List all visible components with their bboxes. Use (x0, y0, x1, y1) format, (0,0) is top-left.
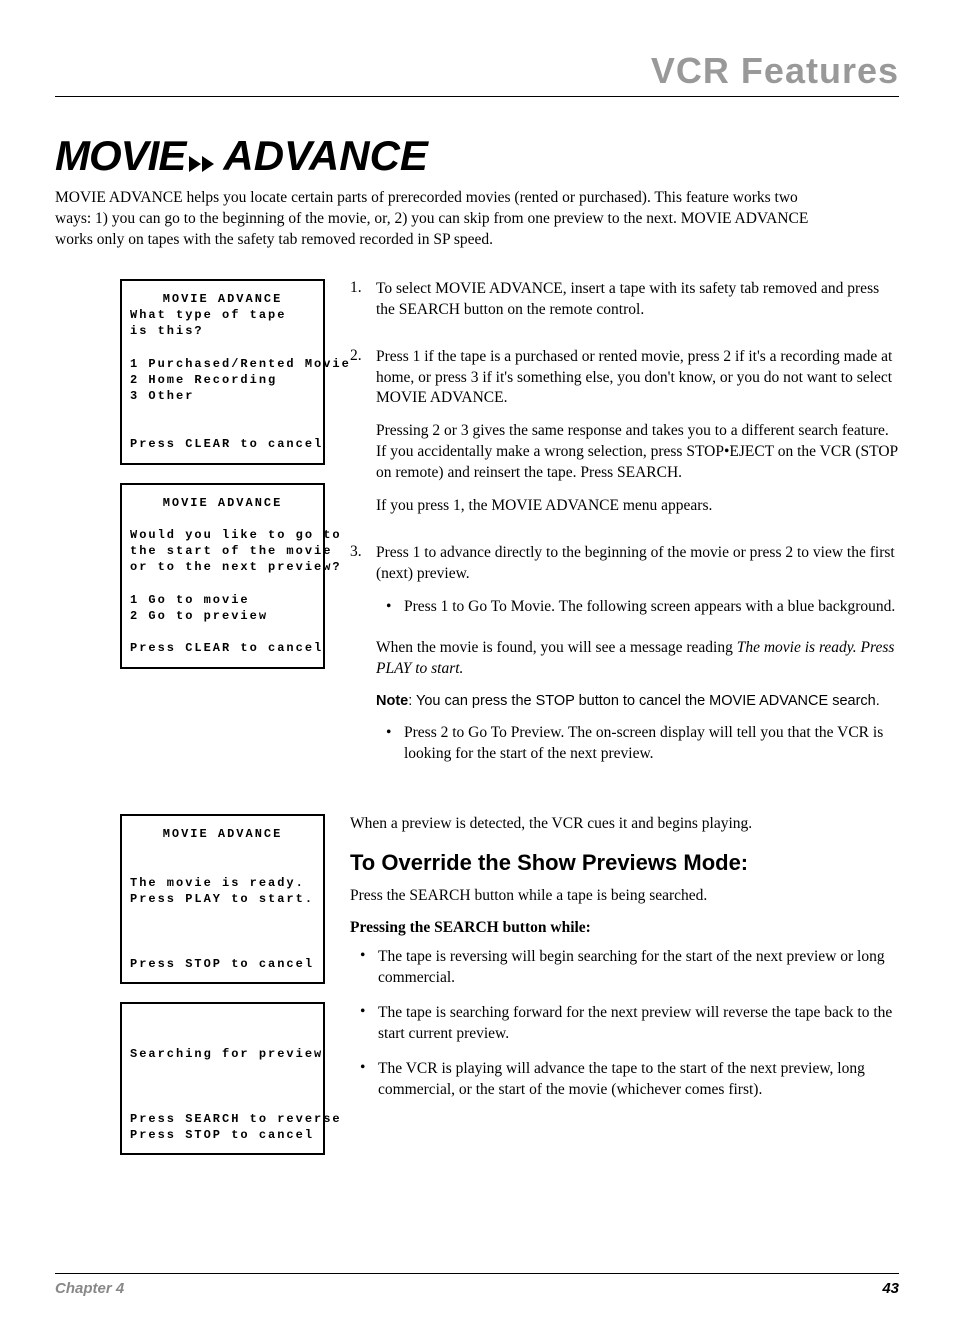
instruction-list: 1. To select MOVIE ADVANCE, insert a tap… (350, 279, 899, 785)
sub-bullet-list-2: • Press 2 to Go To Preview. The on-scree… (376, 723, 899, 775)
sub-bullet-1: • Press 1 to Go To Movie. The following … (376, 597, 899, 628)
override-bullet-1: • The tape is reversing will begin searc… (350, 947, 899, 989)
bullet-icon: • (350, 947, 378, 989)
bullet-body: Press 2 to Go To Preview. The on-screen … (404, 723, 899, 775)
step-2: 2. Press 1 if the tape is a purchased or… (350, 347, 899, 529)
content-row-1: MOVIE ADVANCEWhat type of tape is this? … (55, 279, 899, 799)
step-1: 1. To select MOVIE ADVANCE, insert a tap… (350, 279, 899, 333)
movie-found-text: When the movie is found, you will see a … (376, 638, 899, 680)
page-header: VCR Features (55, 50, 899, 97)
sub-bullet-list: • Press 1 to Go To Movie. The following … (376, 597, 899, 628)
override-bullet-2: • The tape is searching forward for the … (350, 1003, 899, 1045)
logo-advance-text: ADVANCE (223, 132, 428, 179)
intro-paragraph: MOVIE ADVANCE helps you locate certain p… (55, 188, 835, 251)
preview-detected-text: When a preview is detected, the VCR cues… (350, 814, 899, 835)
right-column-1: 1. To select MOVIE ADVANCE, insert a tap… (350, 279, 899, 799)
page-number: 43 (882, 1280, 899, 1297)
override-subheading: Pressing the SEARCH button while: (350, 919, 899, 937)
step-body: Press 1 to advance directly to the begin… (376, 543, 899, 785)
movie-advance-logo: MOVIE ADVANCE (55, 132, 899, 180)
step-number: 2. (350, 347, 376, 529)
step-number: 3. (350, 543, 376, 785)
override-heading: To Override the Show Previews Mode: (350, 850, 899, 876)
step-3: 3. Press 1 to advance directly to the be… (350, 543, 899, 785)
vcr-screen-ready: MOVIE ADVANCE The movie is ready. Press … (120, 814, 325, 984)
step-body: Press 1 if the tape is a purchased or re… (376, 347, 899, 529)
override-intro: Press the SEARCH button while a tape is … (350, 886, 899, 907)
content-row-2: MOVIE ADVANCE The movie is ready. Press … (55, 814, 899, 1173)
section-title: VCR Features (651, 50, 899, 91)
bullet-icon: • (376, 597, 404, 628)
bullet-icon: • (350, 1059, 378, 1101)
right-column-2: When a preview is detected, the VCR cues… (350, 814, 899, 1173)
override-bullet-list: • The tape is reversing will begin searc… (350, 947, 899, 1101)
bullet-icon: • (376, 723, 404, 775)
vcr-screen-searching: Searching for preview Press SEARCH to re… (120, 1002, 325, 1156)
left-column-1: MOVIE ADVANCEWhat type of tape is this? … (55, 279, 325, 799)
bullet-body: Press 1 to Go To Movie. The following sc… (404, 597, 899, 628)
note-text: Note: You can press the STOP button to c… (376, 692, 899, 712)
override-bullet-3: • The VCR is playing will advance the ta… (350, 1059, 899, 1101)
left-column-2: MOVIE ADVANCE The movie is ready. Press … (55, 814, 325, 1173)
vcr-screen-go-to: MOVIE ADVANCE Would you like to go to th… (120, 483, 325, 669)
page-footer: Chapter 4 43 (55, 1273, 899, 1297)
fast-forward-icon (189, 154, 219, 179)
vcr-screen-tape-type: MOVIE ADVANCEWhat type of tape is this? … (120, 279, 325, 465)
bullet-icon: • (350, 1003, 378, 1045)
step-number: 1. (350, 279, 376, 333)
logo-movie-text: MOVIE (55, 132, 185, 179)
chapter-label: Chapter 4 (55, 1280, 124, 1297)
sub-bullet-2: • Press 2 to Go To Preview. The on-scree… (376, 723, 899, 775)
step-body: To select MOVIE ADVANCE, insert a tape w… (376, 279, 899, 333)
